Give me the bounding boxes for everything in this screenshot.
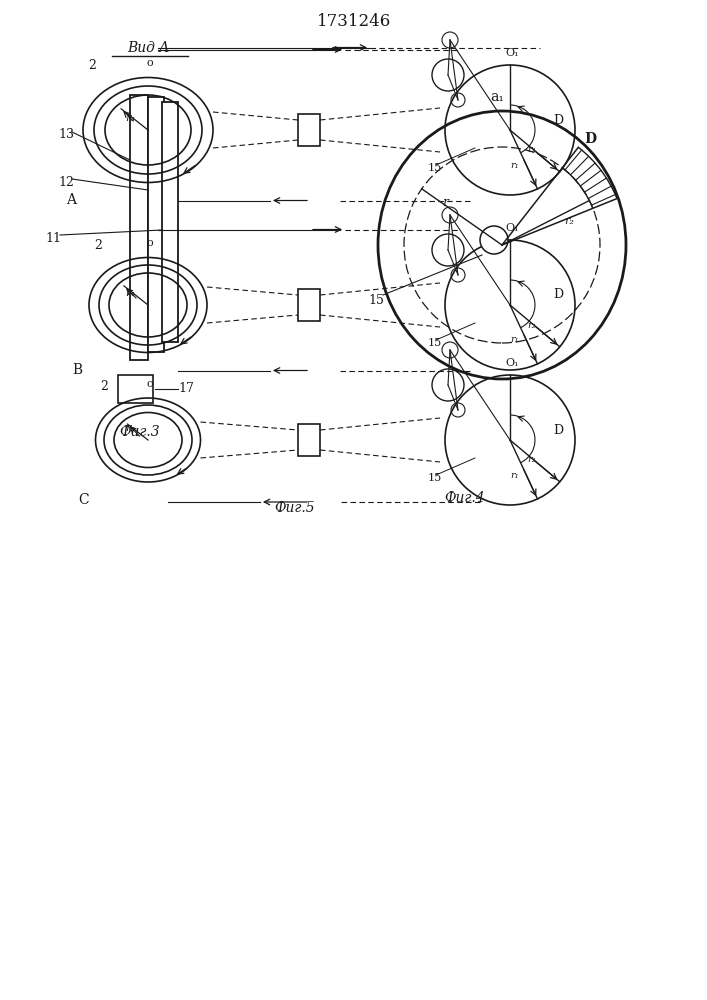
Bar xyxy=(298,289,320,321)
Ellipse shape xyxy=(378,111,626,379)
Text: Фиг.4: Фиг.4 xyxy=(445,491,485,505)
Text: Фиг.5: Фиг.5 xyxy=(275,501,315,515)
Text: a₁: a₁ xyxy=(490,90,504,104)
Text: r: r xyxy=(442,196,448,209)
Text: D: D xyxy=(553,288,563,302)
Text: 11: 11 xyxy=(45,232,61,244)
Text: r₁: r₁ xyxy=(510,160,519,169)
Text: D: D xyxy=(584,132,597,146)
Text: C: C xyxy=(78,493,89,507)
Text: 15: 15 xyxy=(428,473,443,483)
Text: r₄: r₄ xyxy=(125,288,135,298)
Text: o: o xyxy=(146,238,153,248)
Text: 2: 2 xyxy=(100,379,108,392)
Text: 17: 17 xyxy=(178,382,194,395)
Text: 15: 15 xyxy=(428,163,443,173)
Text: 2: 2 xyxy=(94,239,102,252)
Bar xyxy=(130,95,148,360)
Text: 15: 15 xyxy=(428,338,443,348)
Text: o: o xyxy=(146,379,153,389)
Text: r₂: r₂ xyxy=(527,145,536,154)
Text: 2: 2 xyxy=(88,59,96,72)
Text: r₂: r₂ xyxy=(564,216,574,226)
Text: 1731246: 1731246 xyxy=(317,13,391,30)
Text: o: o xyxy=(146,58,153,68)
Text: 12: 12 xyxy=(58,176,74,188)
Text: r₁: r₁ xyxy=(510,336,519,344)
Text: r₂: r₂ xyxy=(527,320,536,330)
Text: D: D xyxy=(553,113,563,126)
Text: r₃: r₃ xyxy=(125,113,135,123)
Text: 15: 15 xyxy=(368,294,384,306)
Text: Вид A: Вид A xyxy=(127,41,169,55)
Text: r₁: r₁ xyxy=(510,471,519,480)
Bar xyxy=(148,97,164,352)
Text: O₁: O₁ xyxy=(506,223,519,233)
Bar xyxy=(118,375,153,403)
Bar xyxy=(162,102,178,342)
Text: O₁: O₁ xyxy=(506,48,519,58)
Text: D: D xyxy=(553,424,563,436)
Bar xyxy=(298,424,320,456)
Text: r₂: r₂ xyxy=(527,456,536,464)
Text: 13: 13 xyxy=(58,128,74,141)
Text: B: B xyxy=(72,363,82,377)
Text: O₁: O₁ xyxy=(506,358,519,368)
Text: r₅: r₅ xyxy=(125,423,135,433)
Bar xyxy=(298,114,320,146)
Circle shape xyxy=(480,226,508,254)
Text: A: A xyxy=(66,194,76,208)
Text: Фиг.3: Фиг.3 xyxy=(119,425,160,439)
